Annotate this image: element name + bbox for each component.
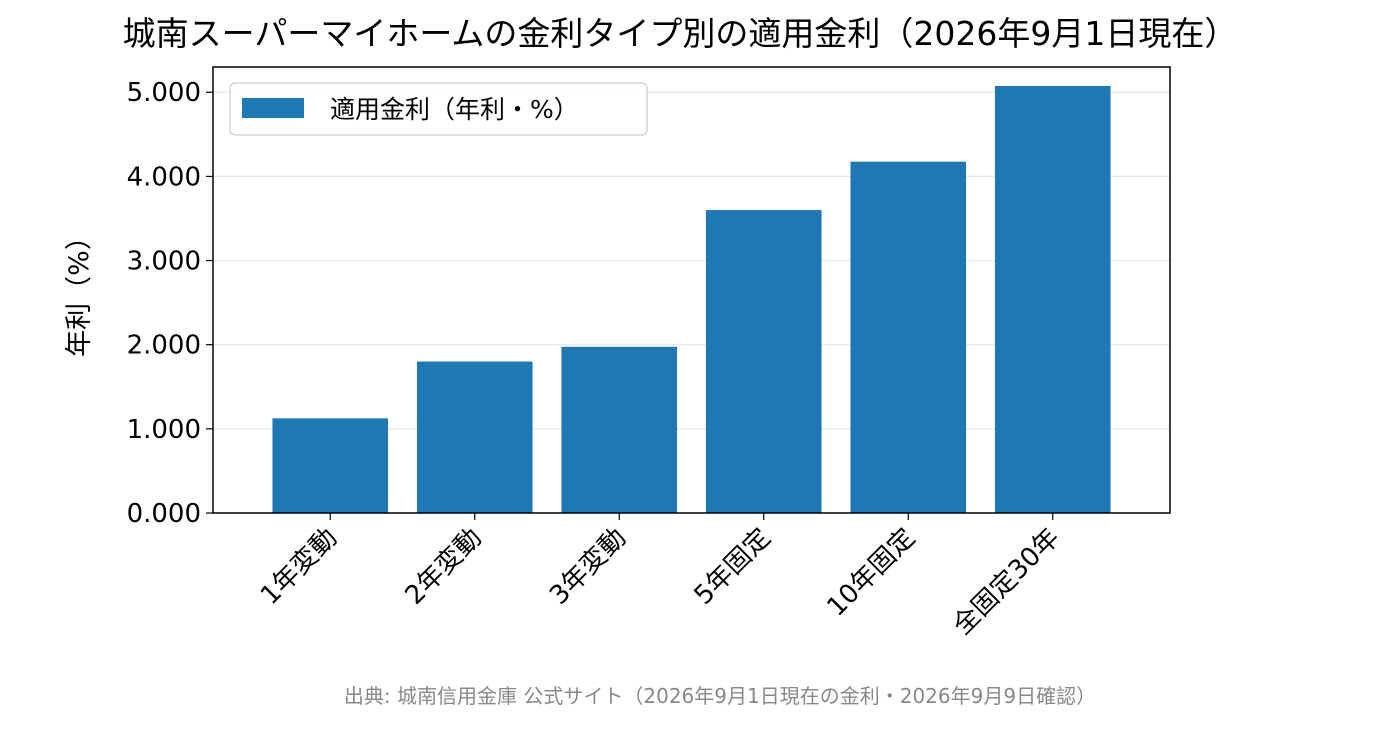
y-tick-label: 3.000 bbox=[127, 247, 201, 277]
y-tick-label: 0.000 bbox=[127, 499, 201, 529]
y-tick-label: 4.000 bbox=[127, 162, 201, 192]
legend: 適用金利（年利・%） bbox=[229, 82, 648, 136]
x-tick-label: 5年固定 bbox=[689, 523, 777, 611]
bar bbox=[705, 210, 822, 513]
y-tick-label: 2.000 bbox=[127, 331, 201, 361]
x-axis-ticks: 1年変動 2年変動 3年変動 5年固定 10年固定 全固定30年 bbox=[255, 513, 1066, 641]
x-tick-label: 1年変動 bbox=[255, 523, 343, 611]
bar bbox=[272, 418, 389, 513]
legend-label: 適用金利（年利・%） bbox=[330, 95, 579, 124]
x-tick-label: 全固定30年 bbox=[948, 523, 1066, 641]
legend-box bbox=[229, 82, 648, 136]
plot-frame bbox=[212, 66, 1171, 514]
bar bbox=[561, 346, 678, 513]
x-tick-label: 3年変動 bbox=[544, 523, 632, 611]
x-tick-label: 10年固定 bbox=[821, 523, 921, 623]
bar bbox=[416, 361, 533, 513]
source-note: 出典: 城南信用金庫 公式サイト（2026年9月1日現在の金利・2026年9月9… bbox=[344, 684, 1096, 708]
x-tick-label: 2年変動 bbox=[400, 523, 488, 611]
chart-title: 城南スーパーマイホームの金利タイプ別の適用金利（2026年9月1日現在） bbox=[123, 14, 1238, 53]
bars bbox=[272, 85, 1111, 514]
legend-swatch bbox=[242, 98, 304, 118]
bar bbox=[850, 161, 967, 514]
y-tick-label: 1.000 bbox=[127, 415, 201, 445]
y-axis-ticks: 0.000 1.000 2.000 3.000 4.000 5.000 bbox=[127, 78, 213, 529]
y-axis-label: 年利（%） bbox=[64, 223, 95, 357]
bar bbox=[994, 85, 1111, 513]
y-tick-label: 5.000 bbox=[127, 78, 201, 108]
